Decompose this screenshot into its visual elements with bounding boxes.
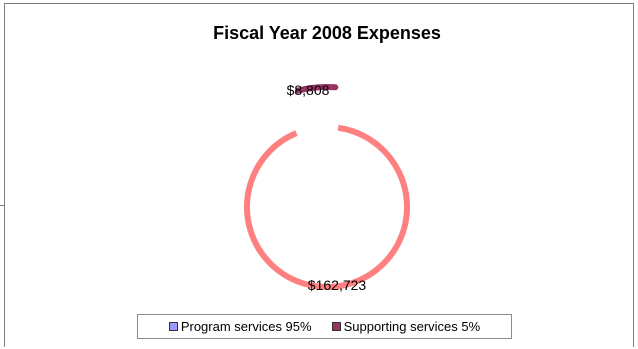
axis-tick-mark — [0, 205, 4, 206]
legend-swatch — [168, 322, 178, 331]
legend-item-program-services: Program services 95% — [168, 319, 312, 334]
slice-label-program-services: $162,723 — [308, 277, 367, 293]
legend: Program services 95% Supporting services… — [137, 314, 512, 339]
slice-program-services — [244, 124, 410, 290]
legend-item-supporting-services: Supporting services 5% — [331, 319, 481, 334]
chart-area — [4, 3, 634, 347]
legend-label: Supporting services 5% — [343, 319, 481, 334]
legend-swatch — [331, 322, 341, 331]
legend-label: Program services 95% — [180, 319, 312, 334]
chart-title: Fiscal Year 2008 Expenses — [213, 23, 441, 43]
slice-supporting-services — [294, 84, 339, 94]
slice-label-supporting-services: $8,808 — [287, 82, 330, 98]
